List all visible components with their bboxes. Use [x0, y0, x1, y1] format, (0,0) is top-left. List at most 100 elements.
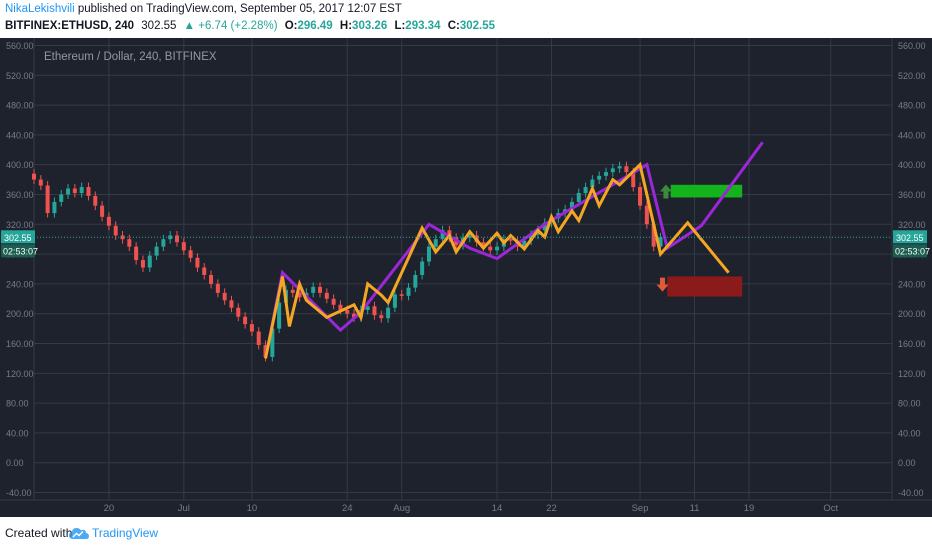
candle-body	[604, 172, 608, 176]
author-link[interactable]: NikaLekishvili	[5, 3, 75, 15]
y-tick-label: 320.00	[898, 220, 926, 230]
x-tick-label: Aug	[393, 503, 410, 514]
candle-body	[106, 216, 111, 226]
candle-body	[236, 307, 241, 317]
candle-body	[120, 235, 125, 240]
y-tick-label: 0.00	[898, 458, 916, 468]
x-axis: 20 Jul 10 24 Aug 14 22 Sep 11 19 Oct	[104, 503, 839, 514]
bearish-target-zone	[667, 276, 743, 297]
countdown-label-left: 02:53:07	[3, 246, 38, 256]
x-tick-label: 14	[492, 503, 503, 514]
high-value: 303.26	[352, 20, 388, 32]
candle-body	[433, 239, 438, 247]
candle-body	[508, 239, 513, 241]
y-tick-label: 560.00	[6, 41, 34, 51]
y-tick-label: 320.00	[6, 220, 34, 230]
candle-body	[522, 240, 527, 247]
candle-body	[420, 261, 425, 275]
x-tick-label: 19	[744, 503, 755, 514]
candle-body	[243, 316, 248, 325]
x-tick-label: 11	[690, 503, 700, 514]
chart-background	[0, 38, 932, 517]
candle-body	[467, 235, 472, 238]
candle-body	[270, 328, 275, 357]
candle-body	[542, 222, 547, 231]
last-price: 302.55	[141, 20, 177, 32]
candle-body	[372, 306, 377, 316]
y-tick-label: 440.00	[898, 130, 926, 140]
purple-wave-line	[264, 141, 764, 359]
x-tick-label: 10	[247, 503, 258, 514]
candle-body	[134, 246, 139, 261]
y-tick-label: 560.00	[898, 41, 926, 51]
candle-body	[651, 224, 656, 247]
y-tick-label: 120.00	[6, 369, 34, 379]
y-tick-label: 160.00	[6, 339, 34, 349]
y-tick-label: -40.00	[6, 488, 32, 498]
candle-body	[440, 230, 445, 240]
close-value: 302.55	[459, 20, 496, 32]
tradingview-cloud-icon[interactable]	[69, 527, 89, 540]
y-tick-label: 200.00	[898, 309, 926, 319]
candle-body	[147, 255, 152, 268]
y-tick-label: 80.00	[6, 399, 29, 409]
direction-arrows	[656, 184, 672, 292]
candle-body	[426, 246, 431, 262]
candle-body	[209, 274, 214, 284]
candle-body	[318, 286, 322, 293]
candle-body	[168, 235, 173, 240]
y-tick-label: 480.00	[6, 101, 34, 111]
x-tick-label: 22	[546, 503, 557, 514]
wave-lines	[264, 141, 764, 359]
x-tick-label: Oct	[823, 503, 838, 514]
price-label-left: 302.55	[4, 233, 32, 243]
arrow-down-icon	[656, 277, 669, 292]
y-tick-label: 160.00	[898, 339, 926, 349]
high-label: H:	[339, 20, 353, 32]
countdown-box-left	[1, 244, 35, 258]
candle-body	[100, 205, 105, 217]
symbol-label[interactable]: BITFINEX:ETHUSD, 240	[5, 20, 135, 32]
y-tick-label: 440.00	[6, 130, 34, 140]
price-label-box-left	[1, 230, 35, 244]
candle-body	[379, 315, 384, 319]
candle-body	[38, 179, 43, 186]
price-change: ▲ +6.74 (+2.28%)	[183, 20, 278, 32]
candle-body	[338, 304, 343, 310]
candle-body	[249, 324, 254, 332]
candle-body	[631, 172, 636, 188]
candle-body	[644, 205, 649, 225]
candle-body	[590, 179, 595, 188]
candle-body	[127, 239, 132, 247]
candle-body	[392, 294, 397, 308]
candle-body	[311, 286, 316, 293]
candle-body	[610, 168, 615, 173]
candle-body	[86, 187, 91, 196]
candle-body	[290, 289, 295, 293]
y-tick-label: 480.00	[898, 101, 926, 111]
candle-body	[66, 188, 71, 195]
candle-body	[324, 292, 329, 299]
candle-body	[345, 309, 350, 314]
last-price-marker: 302.55 02:53:07 302.55 02:53:07	[1, 230, 930, 258]
tradingview-brand[interactable]: TradingView	[92, 526, 159, 540]
x-tick-label: 24	[342, 503, 353, 514]
chart-header: NikaLekishvili published on TradingView.…	[0, 0, 932, 38]
published-text: published on TradingView.com, September …	[74, 3, 402, 15]
y-tick-label: 240.00	[898, 279, 926, 289]
chart-title: Ethereum / Dollar, 240, BITFINEX	[44, 51, 217, 63]
y-tick-label: 520.00	[6, 71, 34, 81]
candle-body	[79, 187, 84, 193]
candle-body	[113, 225, 118, 236]
price-chart[interactable]: 560.00 520.00 480.00 440.00 400.00 360.00 320.…	[0, 38, 932, 517]
y-tick-label: 240.00	[6, 279, 34, 289]
candle-body	[72, 188, 77, 193]
candle-body	[488, 246, 493, 251]
candle-body	[413, 274, 418, 288]
candle-body	[495, 246, 500, 251]
candle-body	[406, 287, 411, 296]
price-label-right: 302.55	[896, 233, 924, 243]
candle-body	[617, 166, 622, 169]
low-label: L:	[394, 20, 406, 32]
countdown-label-right: 02:53:07	[895, 246, 930, 256]
